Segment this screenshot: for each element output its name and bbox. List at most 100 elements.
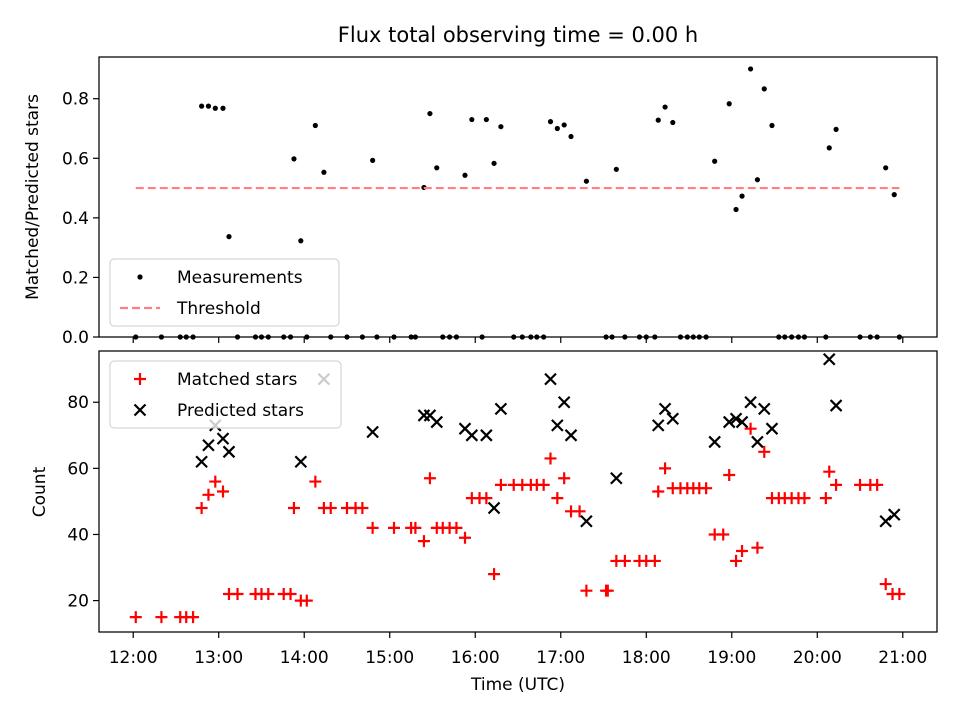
chart-title: Flux total observing time = 0.00 h <box>338 23 698 47</box>
predicted-stars-point <box>751 435 764 449</box>
matched-stars-point <box>388 521 401 534</box>
matched-stars-point <box>309 475 322 488</box>
predicted-stars-point <box>879 514 892 528</box>
top-y-tick-label: 0.6 <box>62 149 89 169</box>
measurements-legend-handle <box>137 274 143 280</box>
top-y-tick-label: 0.8 <box>62 90 89 110</box>
matched-stars-point <box>366 521 379 534</box>
predicted-stars-point <box>294 455 308 469</box>
measurements-point <box>483 116 489 123</box>
measurements-point <box>726 101 732 107</box>
measurements-point <box>739 193 745 199</box>
top-x-ticks <box>132 337 904 343</box>
matched-stars-point <box>262 587 275 600</box>
predicted-stars-point <box>480 429 493 442</box>
predicted-stars-point <box>487 501 501 515</box>
predicted-stars-point <box>744 395 757 409</box>
matched-stars-point <box>494 478 507 491</box>
predicted-stars-legend-handle <box>133 403 147 417</box>
measurements-point <box>321 169 327 175</box>
measurements-point <box>754 177 761 183</box>
top-y-ticks: 0.0 0.2 0.4 0.6 0.8 <box>62 90 99 348</box>
matched-stars-point <box>202 488 215 501</box>
matched-stars-point <box>618 554 631 567</box>
matched-stars-point <box>830 478 843 491</box>
bottom-y-tick-label: 80 <box>67 393 89 413</box>
measurements-point <box>434 165 440 171</box>
top-y-tick-label: 0.2 <box>62 268 89 288</box>
measurements-point <box>670 119 676 126</box>
bottom-y-ticks: 20 40 60 80 <box>67 393 99 612</box>
matched-stars-point <box>819 492 832 505</box>
bottom-y-tick-label: 20 <box>67 592 89 612</box>
x-tick-label: 15:00 <box>365 648 414 668</box>
measurements-point <box>199 103 205 109</box>
predicted-stars-point <box>557 395 571 409</box>
predicted-stars-point <box>729 412 743 426</box>
matched-stars-point <box>450 521 463 534</box>
measurements-point <box>491 160 497 166</box>
matched-stars-point <box>736 545 749 558</box>
matched-stars-point <box>417 535 430 548</box>
matched-stars-point <box>871 478 884 491</box>
matched-stars-point <box>601 584 614 597</box>
bottom-y-tick-label: 40 <box>67 525 89 545</box>
x-tick-label: 14:00 <box>280 648 329 668</box>
predicted-stars-point <box>544 372 557 386</box>
matched-stars-legend-handle <box>134 373 146 385</box>
matched-stars-point <box>551 492 564 505</box>
predicted-stars-point <box>222 445 236 459</box>
predicted-stars-point <box>216 432 230 445</box>
predicted-stars-point <box>494 402 508 416</box>
top-y-axis-label: Matched/Predicted stars <box>23 94 43 300</box>
threshold-legend-label: Threshold <box>176 299 261 319</box>
matched-stars-point <box>129 611 142 624</box>
measurements-point <box>547 119 554 125</box>
bottom-plot-area <box>129 352 906 624</box>
x-tick-label: 21:00 <box>878 648 927 668</box>
x-tick-label: 19:00 <box>707 648 756 668</box>
matched-stars-point <box>488 568 501 581</box>
matched-stars-point <box>717 528 730 541</box>
predicted-stars-point <box>465 429 479 442</box>
measurements-point <box>568 133 574 140</box>
matched-stars-point <box>723 468 736 481</box>
measurements-point <box>427 110 433 117</box>
bottom-axes-frame <box>98 350 938 633</box>
matched-stars-point <box>648 554 661 567</box>
predicted-stars-point <box>366 425 379 439</box>
predicted-stars-point <box>887 508 901 521</box>
predicted-stars-point <box>651 419 665 432</box>
matched-stars-legend-label: Matched stars <box>177 370 297 390</box>
matched-stars-point <box>423 472 436 485</box>
measurements-point <box>613 166 619 172</box>
matched-stars-point <box>544 452 557 465</box>
x-tick-label: 18:00 <box>622 648 671 668</box>
x-tick-label: 20:00 <box>793 648 842 668</box>
measurements-point <box>655 117 661 123</box>
matched-stars-point <box>879 578 892 591</box>
measurements-point <box>883 165 889 171</box>
top-y-tick-label: 0.4 <box>62 209 89 229</box>
measurements-point <box>205 103 212 109</box>
bottom-legend-box <box>109 360 342 429</box>
measurements-point <box>769 122 775 129</box>
bottom-y-tick-label: 60 <box>67 459 89 479</box>
measurements-point <box>712 158 718 164</box>
top-y-tick-label: 0.0 <box>62 328 89 348</box>
measurements-point <box>833 126 839 132</box>
measurements-point <box>891 192 897 198</box>
predicted-stars-point <box>580 514 593 528</box>
measurements-point <box>733 206 739 213</box>
x-tick-label: 16:00 <box>451 648 500 668</box>
predicted-stars-point <box>564 429 578 442</box>
predicted-stars-point <box>610 471 623 485</box>
matched-stars-point <box>758 445 771 458</box>
matched-stars-point <box>537 478 550 491</box>
matched-stars-point <box>458 531 471 544</box>
measurements-point <box>826 145 832 151</box>
bottom-x-ticks: 12:00 13:00 14:00 15:00 16:00 17:00 18:00 19:00… <box>109 632 927 668</box>
matched-stars-point <box>195 502 208 515</box>
